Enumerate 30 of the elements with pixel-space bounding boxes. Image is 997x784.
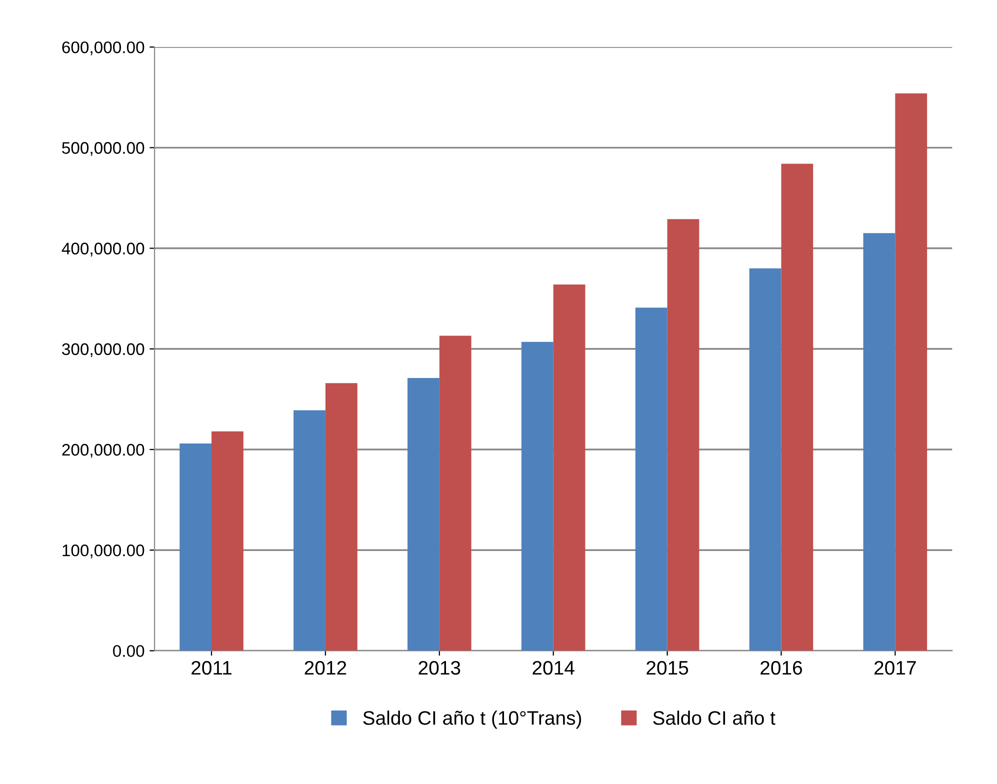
y-tick-label: 400,000.00 [62,242,144,256]
bar [407,378,440,651]
y-tick-label: 500,000.00 [62,142,144,156]
x-tick-label: 2011 [192,660,232,675]
bar [895,93,928,651]
bar [294,410,326,651]
y-tick-label: 300,000.00 [62,343,144,358]
x-tick-label: 2015 [646,660,688,675]
bar [863,233,896,651]
x-tick-label: 2013 [418,660,460,675]
y-tick-label: 0.00 [113,645,144,657]
bar [781,164,814,651]
y-tick-label: 100,000.00 [62,544,144,558]
x-tick-label: 2012 [304,660,346,675]
legend-label: Saldo CI año t (10°Trans) [363,710,582,729]
x-tick-label: 2017 [874,660,916,675]
bar [553,284,586,651]
bar [180,443,212,651]
y-tick-label: 200,000.00 [62,444,144,458]
x-tick-label: 2016 [760,660,802,675]
y-tick-label: 600,000.00 [62,41,144,56]
bar [212,431,244,651]
legend-label: Saldo CI año t [653,710,776,725]
bar [667,219,700,651]
bar [325,383,358,651]
x-tick-label: 2014 [532,660,574,675]
bar [635,308,668,651]
bar [521,342,554,651]
bar [749,268,782,651]
bar [439,336,472,651]
